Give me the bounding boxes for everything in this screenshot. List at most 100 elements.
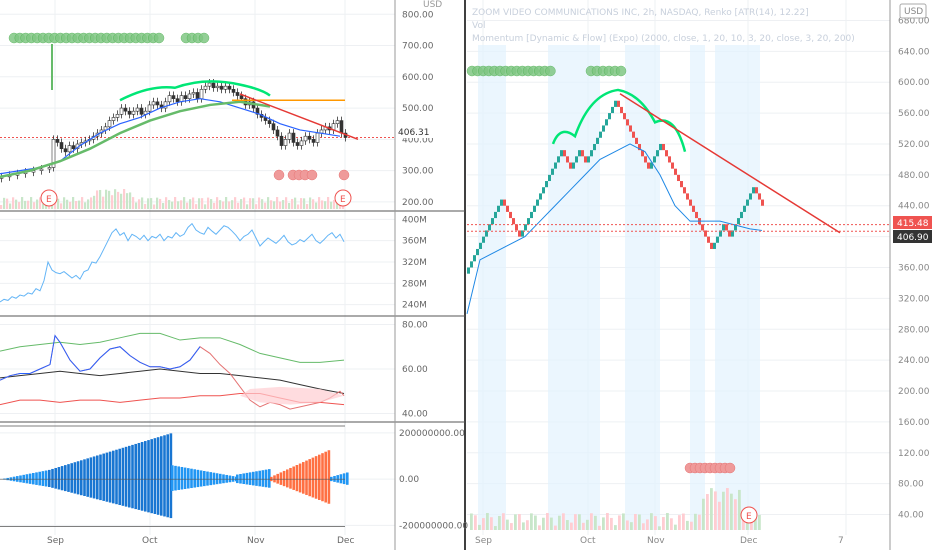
renko-brick — [596, 137, 599, 144]
left-volume-bar — [108, 190, 111, 209]
left-candle — [239, 95, 244, 99]
left-candle — [119, 107, 124, 115]
left-histogram-pane[interactable] — [0, 425, 349, 527]
renko-brick — [560, 150, 563, 157]
left-candle — [195, 92, 200, 99]
left-candle — [279, 135, 284, 146]
left-volume-bar — [177, 201, 180, 209]
left-candle — [55, 139, 60, 143]
left-ma-line-1 — [0, 100, 271, 179]
left-oscillator-pane[interactable] — [0, 332, 345, 410]
right-y-tick-11: 240.00 — [898, 356, 930, 366]
left-histogram-bar — [92, 456, 96, 499]
left-axis-labels: 800.00 700.00 600.00 500.00 400.00 300.00 200.… — [47, 10, 468, 546]
right-volume-bar — [646, 519, 649, 530]
renko-brick — [641, 150, 644, 157]
left-histogram-bar — [206, 471, 209, 486]
renko-brick — [737, 218, 740, 225]
left-histogram-bar — [44, 470, 48, 487]
right-volume-bar — [674, 524, 677, 530]
renko-brick — [599, 131, 602, 138]
left-volume-bar — [114, 189, 117, 209]
renko-brick — [731, 230, 734, 237]
left-volume-bar — [327, 197, 330, 209]
left-last-price-box — [396, 126, 436, 138]
left-volume-bar — [126, 193, 129, 209]
left-volume-bar — [255, 204, 258, 209]
left-volume-bar — [282, 200, 285, 209]
right-trend-line — [619, 93, 841, 234]
left-volume-bar — [213, 202, 216, 209]
left-candle — [111, 117, 116, 121]
left-volume-bar — [249, 198, 252, 209]
renko-brick — [602, 125, 605, 132]
left-candle — [235, 92, 240, 96]
earnings-marker-left-2[interactable] — [334, 189, 352, 207]
left-candle — [115, 114, 120, 118]
left-candle — [59, 142, 64, 150]
renko-brick — [536, 199, 539, 206]
right-volume-bar — [666, 513, 669, 530]
left-vol-tick-4: 240M — [402, 301, 427, 311]
left-histogram-bar — [102, 453, 105, 501]
left-candle — [139, 107, 144, 115]
renko-brick — [686, 193, 689, 200]
renko-brick — [509, 211, 512, 219]
legend-momentum: Momentum [Dynamic & Flow] (Expo) (2000, … — [472, 34, 855, 44]
left-volume-bar — [0, 205, 3, 209]
left-price-tick-2: 600.00 — [402, 73, 434, 83]
left-histogram-bar — [318, 454, 321, 500]
right-pattern-arc — [551, 88, 687, 153]
right-volume-bar — [502, 513, 505, 530]
renko-brick — [593, 143, 596, 151]
right-price-pane[interactable] — [466, 65, 890, 530]
left-candle — [271, 123, 276, 131]
left-histogram-bar — [196, 469, 200, 488]
left-candle — [307, 135, 312, 140]
right-volume-bar — [710, 488, 713, 530]
left-candle — [127, 110, 132, 115]
left-volume-bar — [51, 204, 54, 209]
left-hist-tick-2: -200000000.00 — [399, 521, 468, 531]
right-volume-bar — [746, 521, 749, 530]
renko-brick — [566, 156, 569, 163]
left-histogram-bar — [314, 456, 318, 499]
left-histogram-bar — [57, 467, 61, 490]
left-volume-bar — [132, 197, 135, 209]
left-histogram-bar — [76, 461, 80, 495]
renko-brick — [680, 181, 683, 188]
renko-brick — [758, 193, 761, 200]
left-volume-bar — [222, 201, 225, 209]
left-histogram-bar — [346, 472, 349, 485]
left-histogram-bar — [311, 457, 315, 498]
earnings-marker-right[interactable] — [740, 506, 758, 524]
left-volume-bar — [24, 200, 27, 209]
renko-brick — [542, 187, 545, 194]
renko-brick — [467, 267, 470, 274]
left-candle — [107, 120, 112, 128]
left-volume-bar — [33, 202, 36, 209]
right-volume-bar — [574, 514, 577, 530]
left-histogram-bar — [252, 471, 255, 486]
left-candle — [151, 101, 156, 106]
right-volume-bar — [558, 515, 561, 530]
right-currency-box[interactable] — [899, 3, 927, 19]
renko-brick — [617, 100, 620, 107]
left-candle — [47, 167, 52, 170]
left-bear-signal-dot — [273, 169, 285, 181]
left-volume-bar — [309, 197, 312, 209]
earnings-marker-left-1[interactable] — [40, 189, 58, 207]
left-price-pane[interactable] — [0, 32, 395, 209]
left-volume-bar — [243, 197, 246, 209]
left-hist-tick-1: 0.00 — [399, 475, 419, 485]
left-volume-bar — [36, 199, 39, 209]
left-histogram-bar — [89, 457, 93, 498]
right-y-tick-3: 560.00 — [898, 109, 930, 119]
renko-brick — [752, 187, 755, 194]
right-x-tick-4: 7 — [838, 536, 844, 546]
right-volume-bar — [486, 513, 489, 530]
right-y-tick-5: 480.00 — [898, 171, 930, 181]
left-vol-tick-0: 400M — [402, 215, 427, 225]
left-volume-pane[interactable] — [0, 222, 345, 303]
left-volume-bar — [261, 199, 264, 209]
